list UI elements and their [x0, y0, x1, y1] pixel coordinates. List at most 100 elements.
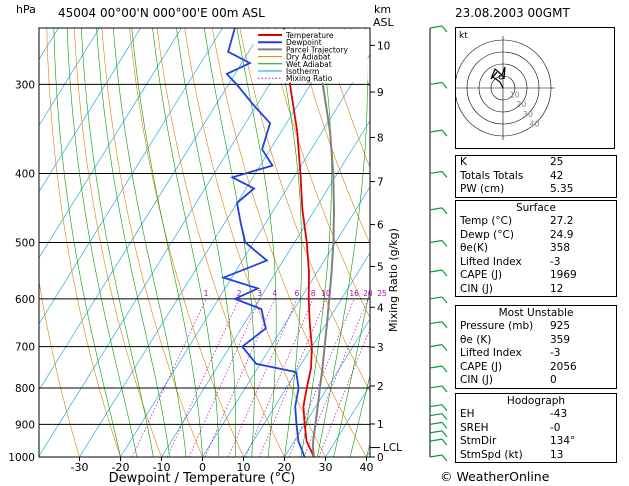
legend-box — [253, 29, 368, 83]
row-key: StmSpd (kt) — [460, 448, 523, 461]
table-row: Totals Totals 42 — [456, 170, 616, 184]
row-value: 359 — [550, 333, 571, 346]
wind-barb — [429, 365, 443, 369]
surface-title: Surface — [515, 202, 556, 214]
table-row: Dewp (°C) 24.9 — [456, 229, 616, 243]
wind-barb-flag — [441, 296, 448, 304]
row-key: CIN (J) — [460, 374, 493, 386]
wet-adiabat-line — [152, 28, 220, 457]
table-row: θe(K) 358 — [456, 242, 616, 256]
table-row: K 25 — [456, 156, 616, 170]
km-tick-label: 3 — [377, 342, 384, 354]
legend-label: Dewpoint — [286, 38, 322, 47]
wind-barb-flag — [441, 454, 448, 462]
km-tick-label: 6 — [377, 220, 384, 232]
row-key: θe (K) — [460, 333, 492, 346]
copyright: © WeatherOnline — [440, 469, 550, 484]
mixing-ratio-label: 6 — [295, 289, 300, 298]
legend-label: Parcel Trajectory — [286, 45, 348, 54]
mixing-ratio-label: 4 — [272, 289, 277, 298]
row-value: 358 — [550, 242, 571, 254]
wet-adiabat-line — [204, 28, 255, 457]
row-value: 5.35 — [550, 183, 574, 195]
mixing-ratio-label: 8 — [311, 289, 316, 298]
parcel-trajectory-profile — [311, 51, 336, 457]
hodograph-ring-label: 10 — [510, 91, 520, 100]
row-key: CIN (J) — [460, 282, 493, 295]
pressure-tick-label: 300 — [15, 79, 35, 91]
wind-barb-flag — [441, 171, 448, 178]
hodograph-ring-label: 40 — [529, 119, 539, 128]
wind-barb — [429, 296, 443, 300]
mixing-ratio-label: 25 — [377, 289, 387, 298]
wind-barb-flag — [441, 25, 448, 33]
pressure-tick-label: 500 — [15, 238, 35, 250]
row-key: Pressure (mb) — [460, 320, 534, 332]
row-value: 25 — [550, 156, 564, 168]
wet-adiabat-line — [236, 28, 277, 457]
row-key: CAPE (J) — [460, 269, 503, 281]
wind-barb-flag — [441, 422, 448, 429]
wind-barb — [429, 129, 443, 133]
isotherm-line — [243, 252, 370, 457]
mixing-ratio-line — [318, 327, 370, 457]
hodograph-trace — [490, 66, 506, 89]
lcl-label: LCL — [383, 442, 402, 454]
wind-barb-flag — [441, 404, 448, 412]
wind-barb — [429, 438, 443, 442]
table-row: Temp (°C) 27.2 — [456, 215, 616, 229]
wind-barb — [429, 454, 443, 458]
surface-table: Surface Temp (°C) 27.2 Dewp (°C) 24.9 θe(K) 3… — [455, 200, 617, 297]
wind-barb-flag — [441, 413, 448, 421]
row-value: 12 — [550, 282, 564, 295]
km-tick-label: 5 — [377, 261, 384, 273]
wind-barb — [429, 413, 443, 417]
wind-barb — [429, 170, 443, 175]
wind-barb — [429, 25, 443, 29]
wet-adiabat-line — [53, 28, 121, 457]
row-value: -43 — [550, 408, 568, 420]
isotherm-line — [39, 28, 141, 193]
legend-label: Dry Adiabat — [286, 53, 330, 62]
dry-adiabat-line — [156, 28, 285, 457]
x-tick-label: 10 — [237, 461, 251, 474]
mixing-ratio-line — [228, 298, 298, 457]
row-key: EH — [460, 408, 475, 420]
table-row: CIN (J) 12 — [456, 283, 616, 297]
wet-adiabat-line — [333, 287, 370, 457]
wind-barb-flag — [441, 129, 448, 137]
km-tick-label: 10 — [377, 40, 390, 52]
hodograph-title: Hodograph — [506, 395, 566, 407]
wind-barb — [429, 207, 443, 211]
wind-barb-flag — [441, 430, 448, 438]
x-tick-label: 0 — [199, 461, 206, 474]
pressure-tick-label: 800 — [15, 383, 35, 395]
asl-label: ASL — [373, 16, 394, 29]
indices-table: K 25 Totals Totals 42 PW (cm) 5.35 — [455, 155, 617, 198]
row-value: 0 — [550, 374, 557, 386]
most-unstable-table: Most Unstable Pressure (mb) 925 θe (K) 359 L… — [455, 305, 617, 389]
isotherm-line — [39, 28, 100, 127]
wind-barb — [429, 421, 443, 425]
table-row: EH -43 — [456, 408, 616, 422]
km-tick-label: 9 — [377, 87, 384, 99]
most-unstable-title: Most Unstable — [498, 307, 574, 319]
wind-barb-flag — [441, 438, 448, 446]
km-tick-label: 4 — [377, 302, 384, 314]
x-tick-label: 20 — [278, 461, 292, 474]
dry-adiabat-line — [101, 28, 203, 457]
table-row: CAPE (J) 1969 — [456, 269, 616, 283]
wind-barb — [429, 269, 443, 273]
row-key: Dewp (°C) — [460, 228, 514, 241]
hpa-label: hPa — [16, 3, 36, 16]
mixing-ratio-label: 3 — [257, 289, 262, 298]
row-key: Temp (°C) — [460, 215, 513, 227]
row-value: -3 — [550, 347, 561, 359]
mixing-ratio-label: 1 — [204, 289, 209, 298]
table-row: StmDir 134° — [456, 435, 616, 449]
legend-label: Isotherm — [286, 67, 319, 76]
pressure-tick-label: 900 — [15, 419, 35, 431]
table-row: StmSpd (kt) 13 — [456, 449, 616, 463]
pressure-tick-label: 400 — [15, 168, 35, 180]
wind-barb-flag — [441, 240, 448, 247]
